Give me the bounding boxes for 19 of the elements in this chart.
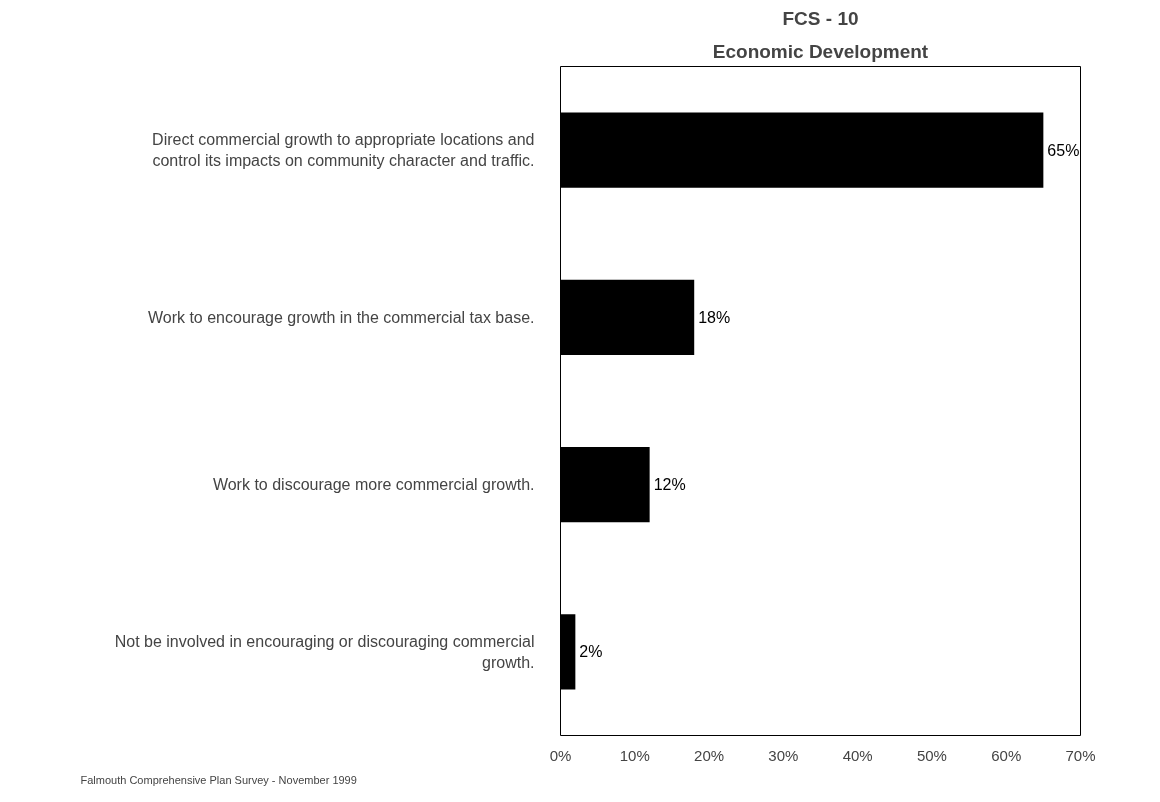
x-tick-label: 30% xyxy=(768,746,799,764)
x-tick-label: 70% xyxy=(1065,746,1096,764)
x-tick-label: 40% xyxy=(842,746,873,764)
y-tick-label: Work to encourage growth in the commercial tax base. xyxy=(147,308,535,326)
x-tick-label: 50% xyxy=(916,746,947,764)
data-label: 65% xyxy=(1047,141,1080,159)
text: Falmouth Comprehensive Plan Survey - November 1999 xyxy=(80,773,357,786)
y-tick-label: Direct commercial growth to appropriate locations and control its impacts on community character and traffic. xyxy=(152,131,535,169)
chart-title: FCS - 10 xyxy=(782,7,859,29)
y-tick-label: Not be involved in encouraging or discouraging commercial growth. xyxy=(114,633,535,671)
y-tick-label: Work to discourage more commercial growth. xyxy=(212,476,535,494)
data-label: 2% xyxy=(579,643,603,661)
x-tick-label: 0% xyxy=(549,746,572,764)
x-tick-label: 10% xyxy=(619,746,650,764)
chart-subtitle: Economic Development xyxy=(712,40,929,62)
data-label: 12% xyxy=(653,476,686,494)
x-tick-label: 20% xyxy=(694,746,725,764)
x-tick-label: 60% xyxy=(991,746,1022,764)
data-label: 18% xyxy=(698,308,731,326)
